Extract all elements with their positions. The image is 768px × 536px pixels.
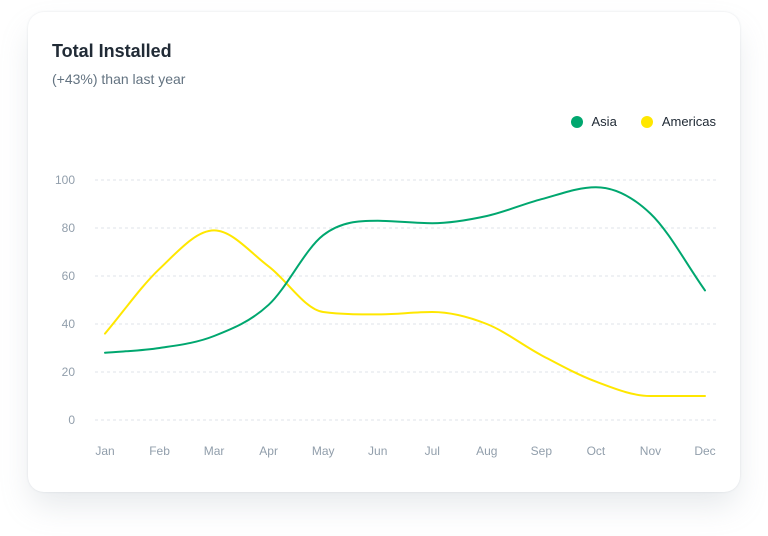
x-tick-label-sep: Sep xyxy=(531,444,553,458)
data-point-americas-jul[interactable] xyxy=(428,308,436,316)
x-tick-label-jun: Jun xyxy=(368,444,387,458)
data-point-americas-oct[interactable] xyxy=(592,378,600,386)
legend-item-americas[interactable]: Americas xyxy=(640,114,716,129)
data-point-asia-feb[interactable] xyxy=(156,344,164,352)
data-point-americas-may[interactable] xyxy=(319,308,327,316)
y-tick-label-60: 60 xyxy=(62,269,76,283)
y-tick-label-40: 40 xyxy=(62,317,76,331)
data-point-americas-dec[interactable] xyxy=(701,392,709,400)
y-tick-label-80: 80 xyxy=(62,221,76,235)
y-tick-label-100: 100 xyxy=(55,173,75,187)
data-point-asia-jul[interactable] xyxy=(428,219,436,227)
data-point-americas-feb[interactable] xyxy=(156,265,164,273)
data-point-americas-sep[interactable] xyxy=(537,351,545,359)
data-point-americas-apr[interactable] xyxy=(265,262,273,270)
x-tick-label-oct: Oct xyxy=(587,444,606,458)
data-point-asia-apr[interactable] xyxy=(265,301,273,309)
x-tick-label-feb: Feb xyxy=(149,444,170,458)
data-point-asia-jun[interactable] xyxy=(374,217,382,225)
chart-legend: Asia Americas xyxy=(570,114,716,129)
x-tick-label-aug: Aug xyxy=(476,444,497,458)
legend-marker-asia xyxy=(570,115,583,128)
data-point-asia-sep[interactable] xyxy=(537,195,545,203)
data-point-asia-dec[interactable] xyxy=(701,286,709,294)
series-line-asia[interactable] xyxy=(104,186,706,354)
data-point-asia-aug[interactable] xyxy=(483,212,491,220)
x-tick-label-dec: Dec xyxy=(694,444,715,458)
data-point-asia-mar[interactable] xyxy=(210,332,218,340)
data-point-asia-oct[interactable] xyxy=(592,183,600,191)
legend-marker-americas xyxy=(640,115,653,128)
chart-card: Total Installed (+43%) than last year As… xyxy=(28,12,740,492)
series-line-americas[interactable] xyxy=(104,229,706,397)
line-chart: 0 20 40 60 80 100 Jan Feb Mar Apr May Jun Jul Aug Sep O… xyxy=(55,173,717,458)
data-point-asia-jan[interactable] xyxy=(101,349,109,357)
data-point-americas-jan[interactable] xyxy=(101,330,109,338)
data-point-americas-jun[interactable] xyxy=(374,310,382,318)
x-tick-label-nov: Nov xyxy=(640,444,661,458)
x-tick-label-apr: Apr xyxy=(259,444,278,458)
chart-subtitle: (+43%) than last year xyxy=(52,71,186,87)
x-tick-label-jan: Jan xyxy=(95,444,114,458)
legend-label-asia: Asia xyxy=(591,114,617,129)
x-tick-label-may: May xyxy=(312,444,335,458)
chart-title: Total Installed xyxy=(52,41,172,61)
x-tick-label-jul: Jul xyxy=(425,444,440,458)
data-point-americas-aug[interactable] xyxy=(483,320,491,328)
data-point-asia-may[interactable] xyxy=(319,231,327,239)
data-point-americas-mar[interactable] xyxy=(210,226,218,234)
x-tick-label-mar: Mar xyxy=(204,444,225,458)
legend-item-asia[interactable]: Asia xyxy=(570,114,617,129)
y-tick-label-0: 0 xyxy=(68,413,75,427)
legend-label-americas: Americas xyxy=(661,114,716,129)
data-point-americas-nov[interactable] xyxy=(646,392,654,400)
data-point-asia-nov[interactable] xyxy=(646,210,654,218)
y-tick-label-20: 20 xyxy=(62,365,76,379)
